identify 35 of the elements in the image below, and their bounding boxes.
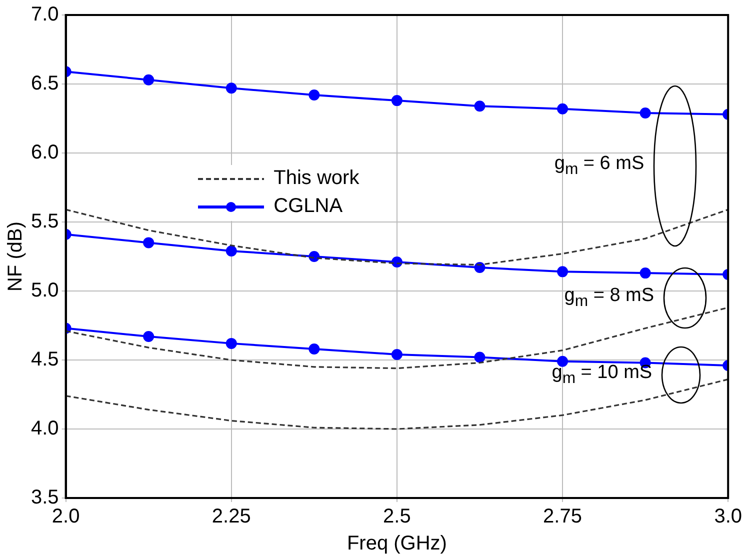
point [640, 268, 651, 279]
x-axis-title: Freq (GHz) [346, 532, 447, 555]
x-tick-label: 2.75 [543, 506, 582, 528]
point [557, 266, 568, 278]
point [391, 95, 402, 106]
point [226, 245, 237, 256]
legend-label: CGLNA [274, 195, 343, 218]
point [143, 331, 154, 342]
point [391, 348, 402, 360]
point [308, 343, 320, 354]
annotation: g$_{m}$ = 8 mS [564, 285, 654, 311]
y-tick-label: 4.0 [30, 418, 59, 440]
annotation: g$_{m}$ = 10 mS [552, 362, 652, 388]
point [143, 237, 154, 248]
y-tick-label: 5.0 [30, 280, 59, 302]
point [226, 82, 237, 94]
x-tick-label: 3.0 [714, 506, 742, 528]
point [557, 103, 568, 114]
x-tick-label: 2.5 [383, 506, 411, 528]
point [474, 352, 486, 363]
point [474, 100, 486, 112]
point [226, 338, 237, 349]
y-tick-label: 6.0 [30, 142, 59, 164]
legend-label: This work [274, 167, 360, 190]
y-axis-title: NF (dB) [4, 222, 27, 292]
x-tick-label: 2.25 [212, 506, 251, 528]
point [640, 107, 651, 118]
point [308, 90, 320, 101]
y-tick-label: 4.5 [30, 348, 59, 371]
y-tick-label: 5.5 [30, 210, 59, 233]
y-tick-label: 7.0 [30, 4, 59, 26]
y-tick-label: 6.5 [30, 72, 59, 95]
annotation: g$_{m}$ = 6 mS [554, 153, 644, 179]
point [143, 74, 154, 86]
point [557, 356, 568, 367]
